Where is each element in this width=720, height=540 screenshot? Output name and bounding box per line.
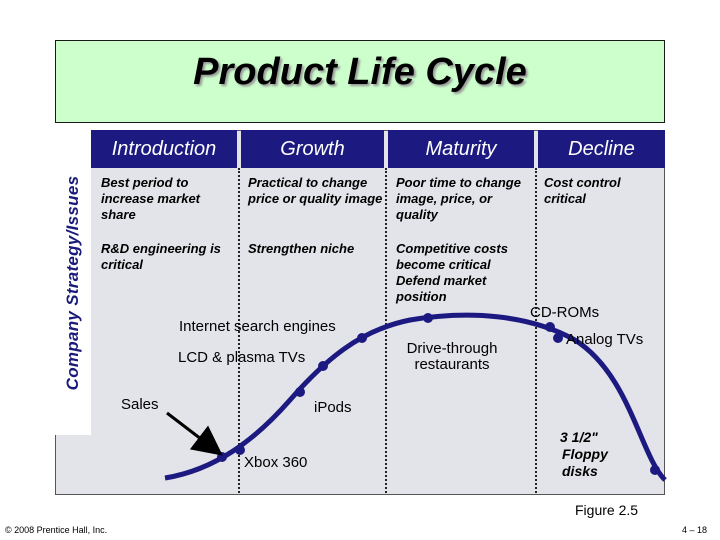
label-lcd: LCD & plasma TVs	[178, 349, 305, 366]
label-cdroms: CD-ROMs	[530, 304, 599, 321]
stage-header-introduction: Introduction	[91, 130, 237, 168]
strategy-growth-1: Practical to change price or quality ima…	[248, 175, 383, 206]
marker-sales	[217, 452, 227, 462]
copyright-text: © 2008 Prentice Hall, Inc.	[5, 525, 108, 535]
label-floppy-line2: Floppy	[562, 446, 609, 462]
label-internet: Internet search engines	[179, 318, 336, 335]
title-banner: Product Life Cycle	[55, 40, 665, 123]
stage-divider	[385, 168, 387, 493]
label-xbox: Xbox 360	[244, 454, 307, 471]
page-number: 4 – 18	[682, 525, 708, 535]
label-sales: Sales	[121, 396, 159, 413]
strategy-introduction-2: R&D engineering is critical	[101, 241, 221, 272]
strategy-growth-2: Strengthen niche	[248, 241, 355, 256]
label-drive-line2: restaurants	[414, 356, 489, 373]
stage-header-decline: Decline	[538, 130, 665, 168]
marker-floppy	[650, 465, 660, 475]
strategy-maturity-2: Competitive costs become critical Defend…	[396, 241, 508, 304]
figure-label: Figure 2.5	[575, 502, 638, 518]
sales-arrow	[166, 411, 223, 456]
stage-divider	[238, 168, 240, 493]
strategy-decline-1: Cost control critical	[544, 175, 621, 206]
label-drive-line1: Drive-through	[407, 340, 498, 357]
marker-xbox	[235, 445, 245, 455]
label-analog: Analog TVs	[566, 331, 643, 348]
strategy-maturity-1: Poor time to change image, price, or qua…	[396, 175, 521, 222]
marker-internet	[357, 333, 367, 343]
label-floppy-line3: disks	[562, 463, 598, 479]
marker-lcd	[318, 361, 328, 371]
marker-ipods	[295, 387, 305, 397]
marker-cdroms	[545, 322, 555, 332]
marker-analog	[553, 333, 563, 343]
strategy-panel	[55, 130, 665, 495]
stage-divider	[535, 168, 537, 493]
vertical-axis-label: Company Strategy/Issues	[55, 130, 91, 435]
label-ipods: iPods	[314, 399, 352, 416]
label-floppy-line1: 3 1/2"	[560, 429, 598, 445]
sales-curve	[164, 312, 667, 482]
marker-drive	[423, 313, 433, 323]
strategy-introduction-1: Best period to increase market share	[101, 175, 201, 222]
page-title: Product Life Cycle	[193, 51, 527, 93]
stage-header-growth: Growth	[241, 130, 384, 168]
stage-header-maturity: Maturity	[388, 130, 534, 168]
